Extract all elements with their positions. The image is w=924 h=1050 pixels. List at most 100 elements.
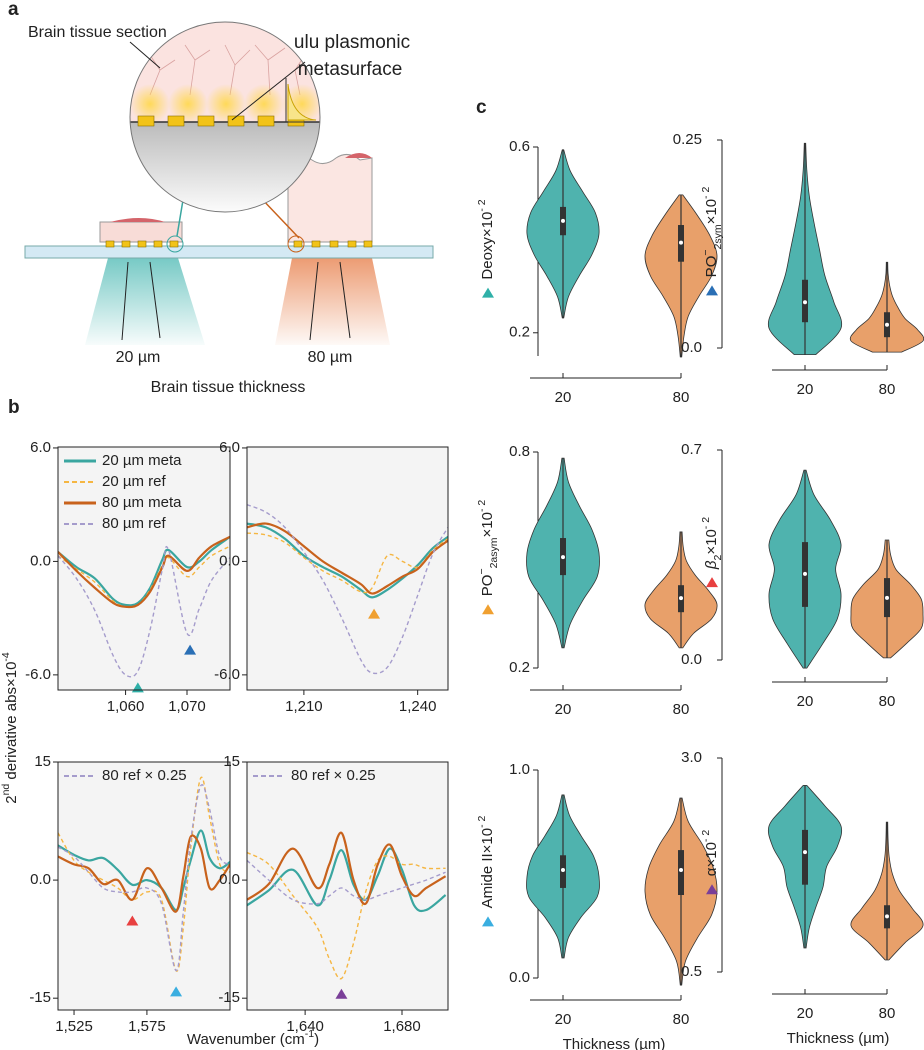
- caption: Brain tissue thickness: [151, 379, 306, 396]
- pointer-line: [231, 61, 306, 121]
- line: [58, 535, 230, 609]
- x-tick-label: 20: [797, 1005, 814, 1022]
- light-beam: [275, 258, 390, 345]
- plot-frame: [246, 446, 449, 691]
- line: [247, 851, 446, 980]
- y-tick-label: 0.0: [219, 871, 240, 888]
- nanostructures: [105, 240, 373, 248]
- x-tick-label: 1,240: [399, 698, 437, 715]
- median-dot: [803, 571, 807, 576]
- label-part: - 2: [476, 199, 488, 211]
- median-dot: [679, 868, 683, 873]
- x-tick-label: 80: [673, 1011, 690, 1028]
- series-group: [247, 831, 447, 980]
- tissue-top: [345, 153, 372, 158]
- magnified-border: [129, 21, 321, 213]
- plot-area: [247, 762, 448, 1010]
- panel-a-diagram: a: [8, 0, 434, 396]
- line: [58, 545, 230, 608]
- panel-label: b: [8, 397, 20, 418]
- substrate: [24, 245, 434, 259]
- y-tick-label: -15: [29, 989, 51, 1006]
- legend-label: 20 µm meta: [102, 452, 182, 469]
- plot-frame: [246, 761, 449, 1011]
- legend-label: 80 µm ref: [102, 515, 166, 532]
- x-axis-label: Wavenumber (cm-1): [187, 1028, 319, 1048]
- label: 20 µm: [116, 349, 161, 366]
- median-dot: [561, 555, 565, 560]
- legend-label: 80 µm meta: [102, 494, 182, 511]
- label-part: - 2: [476, 815, 488, 827]
- median-dot: [885, 914, 889, 919]
- tissue-top: [110, 218, 165, 222]
- label-part: 2asym: [488, 537, 500, 568]
- plot-area: [58, 762, 230, 1010]
- y-axis-label: Amide II×10- 2: [476, 815, 496, 908]
- panel-label: a: [8, 0, 19, 20]
- label: metasurface: [298, 59, 403, 80]
- y-axis-label: 2nd derivative abs×10-4: [0, 652, 20, 804]
- peak-marker: [184, 644, 197, 655]
- y-axis-label: PO−2asym×10- 2: [476, 500, 500, 597]
- x-axis-label: Thickness (µm): [563, 1036, 666, 1050]
- label-part: β: [703, 560, 720, 570]
- x-tick-label: 20: [797, 381, 814, 398]
- y-tick-label: -6.0: [214, 666, 240, 683]
- x-tick-label: 1,525: [55, 1018, 93, 1035]
- line: [247, 522, 448, 599]
- median-dot: [561, 218, 565, 223]
- line: [58, 834, 230, 913]
- y-axis-label: PO−2sym×10- 2: [700, 187, 724, 278]
- label-part: - 2: [700, 517, 712, 529]
- legend-label: 80 ref × 0.25: [102, 767, 187, 784]
- line: [247, 859, 446, 905]
- light-beam: [85, 258, 205, 345]
- y-tick-label: 0.5: [681, 963, 702, 980]
- x-tick-label: 20: [797, 693, 814, 710]
- y-tick-label: 0.0: [30, 871, 51, 888]
- x-tick-label: 80: [673, 389, 690, 406]
- panel-label: c: [476, 97, 487, 118]
- label-part: - 2: [476, 500, 488, 512]
- pointer-line: [129, 41, 161, 69]
- label-part: -1: [305, 1028, 314, 1040]
- label-part: PO: [479, 575, 496, 597]
- legend-label: 80 ref × 0.25: [291, 767, 376, 784]
- line: [247, 504, 448, 675]
- line: [247, 522, 448, 595]
- median-dot: [679, 596, 683, 601]
- median-dot: [885, 322, 889, 327]
- label-part: 2: [3, 795, 20, 803]
- label-part: α×10: [703, 842, 720, 876]
- x-tick-label: 1,070: [168, 698, 206, 715]
- plot-area: [58, 447, 230, 690]
- y-tick-label: 0.0: [509, 969, 530, 986]
- pointer-line: [339, 261, 351, 339]
- feature-marker: [482, 287, 494, 298]
- feature-marker: [482, 604, 494, 615]
- median-dot: [679, 240, 683, 245]
- y-tick-label: 15: [223, 753, 240, 770]
- label-part: Deoxy×10: [479, 212, 496, 280]
- y-tick-label: 0.2: [509, 659, 530, 676]
- y-tick-label: 0.0: [681, 651, 702, 668]
- feature-marker: [482, 916, 494, 927]
- label-part: -4: [0, 652, 12, 661]
- label-part: 2sym: [712, 224, 724, 249]
- label: ulu plasmonic: [294, 32, 410, 53]
- series-group: [58, 535, 230, 678]
- y-axis-label: β2×10- 2: [700, 517, 724, 570]
- y-tick-label: 15: [34, 753, 51, 770]
- label-part: Wavenumber (cm: [187, 1031, 305, 1048]
- x-tick-label: 80: [673, 701, 690, 718]
- legend-label: 20 µm ref: [102, 473, 166, 490]
- y-tick-label: 1.0: [509, 761, 530, 778]
- median-dot: [885, 595, 889, 600]
- x-tick-label: 20: [555, 1011, 572, 1028]
- feature-marker: [706, 884, 718, 895]
- x-tick-label: 80: [879, 1005, 896, 1022]
- y-tick-label: 6.0: [30, 439, 51, 456]
- zoom-ring: [287, 235, 305, 253]
- label-part: ×10: [703, 199, 720, 224]
